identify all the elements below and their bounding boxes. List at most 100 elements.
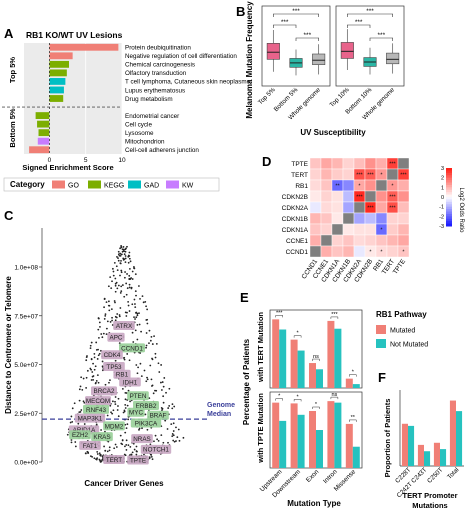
- panel-c-gene-tag: [131, 434, 153, 444]
- panel-a-term-label: Olfactory transduction: [125, 70, 187, 77]
- panel-c-point: [97, 317, 100, 319]
- panel-c-point: [101, 360, 104, 363]
- panel-d-cell: [309, 190, 322, 203]
- panel-c-point: [136, 372, 139, 375]
- panel-c-point: [146, 378, 149, 381]
- panel-a-legend-swatch: [88, 180, 101, 189]
- panel-c-point: [158, 371, 161, 373]
- panel-c-point: [80, 376, 83, 379]
- panel-e-bar-mutated: [345, 423, 353, 468]
- panel-d-colorbar-step: [446, 216, 452, 220]
- panel-d-colorbar-step: [446, 168, 452, 171]
- panel-e-xtick-label: Intron: [322, 468, 339, 485]
- panel-letter-b: B: [236, 4, 245, 19]
- panel-a-bar: [37, 120, 50, 128]
- panel-d-cell: [375, 190, 388, 203]
- panel-c-point: [79, 411, 82, 413]
- panel-c-point: [114, 319, 117, 322]
- panel-e-bar-not-mutated: [334, 402, 342, 468]
- panel-c-point: [105, 327, 108, 330]
- panel-d-colorbar-tick: -2: [439, 214, 444, 220]
- panel-c-point: [117, 250, 120, 253]
- panel-e-bar-not-mutated: [334, 328, 342, 388]
- panel-d-colorbar-step: [446, 187, 452, 191]
- panel-c-point: [149, 339, 152, 342]
- panel-c-ytick-label: 1.0e+08: [14, 265, 38, 272]
- panel-c-gene-tag: [83, 404, 109, 414]
- panel-c-point: [70, 415, 73, 418]
- panel-d-colorbar-label: Log2 Odds Ratio: [458, 187, 464, 233]
- panel-c-point: [172, 434, 175, 437]
- panel-c-point: [135, 445, 138, 448]
- panel-e-sig-bracket: [330, 396, 339, 400]
- panel-c-point: [111, 412, 114, 415]
- panel-c-point: [136, 338, 139, 341]
- panel-d-colorbar-step: [446, 218, 452, 222]
- panel-c-gene-tag: [91, 432, 113, 442]
- panel-d-cell: [397, 179, 410, 192]
- panel-d-colorbar-step: [446, 184, 452, 188]
- panel-c-point: [119, 262, 122, 265]
- panel-a-xtick-label: 5: [84, 157, 88, 164]
- panel-b-sig-label: ***: [355, 19, 363, 26]
- panel-d-cell: [386, 212, 399, 225]
- panel-c-point: [109, 404, 112, 407]
- panel-d-cell: [342, 245, 355, 258]
- panel-d-colorbar-tick: -3: [439, 224, 444, 230]
- panel-c-point: [146, 376, 148, 379]
- panel-c-point: [119, 274, 121, 277]
- panel-e-bar-not-mutated: [316, 369, 323, 388]
- panel-c-point: [150, 454, 153, 456]
- panel-c-point: [156, 438, 159, 441]
- panel-a-term-label: Negative regulation of cell differentiat…: [125, 53, 237, 60]
- panel-c-point: [168, 387, 171, 390]
- panel-d-cell: [353, 223, 366, 236]
- panel-c-point: [114, 443, 117, 446]
- panel-c-point: [79, 385, 82, 388]
- panel-d-colorbar-step: [446, 175, 452, 179]
- panel-c-gene-label: MECOM: [86, 398, 110, 405]
- panel-d-cell-star: ***: [389, 195, 396, 201]
- panel-c-point: [170, 423, 173, 426]
- panel-c-gene-tag: [127, 455, 149, 465]
- panel-c-median-label-2: Median: [207, 411, 231, 418]
- panel-e-sig-label: *: [352, 370, 355, 376]
- panel-c-point: [137, 366, 140, 369]
- panel-c-point: [135, 453, 138, 456]
- panel-c-point: [152, 392, 155, 395]
- panel-f-bar-not-mutated: [456, 411, 463, 466]
- panel-c-point: [105, 301, 108, 303]
- panel-c-point: [171, 433, 174, 435]
- panel-c-gene-tag: [113, 321, 135, 330]
- panel-d-cell: [397, 201, 410, 214]
- panel-c-point: [90, 341, 93, 344]
- panel-c-point: [111, 316, 113, 319]
- panel-c-point: [167, 441, 169, 444]
- panel-d-colorbar-step: [446, 211, 452, 215]
- panel-e-sig-bracket: [293, 399, 302, 402]
- panel-c-point: [116, 409, 119, 411]
- panel-c-point: [114, 284, 117, 287]
- panel-d-colorbar-step: [446, 206, 452, 210]
- panel-c-point: [142, 301, 145, 304]
- panel-d-cell: [342, 212, 355, 225]
- panel-d-cell: [364, 223, 377, 236]
- panel-e-sig-label: *: [297, 331, 300, 337]
- panel-e-sig-bracket: [330, 316, 339, 319]
- panel-c-point: [163, 377, 166, 379]
- panel-e-sig-bracket: [275, 315, 283, 318]
- panel-c-point: [122, 411, 125, 414]
- panel-c-gene-tag: [127, 391, 149, 401]
- panel-a-bar: [49, 60, 70, 68]
- panel-c-gene-tag: [69, 430, 91, 440]
- panel-c-point: [126, 404, 129, 407]
- panel-a-bar: [29, 146, 50, 154]
- panel-c-point: [126, 353, 129, 355]
- panel-c-point: [126, 273, 128, 275]
- panel-a-legend-label: GO: [68, 183, 79, 190]
- panel-f-bar-mutated: [433, 442, 440, 466]
- panel-c-point: [117, 397, 120, 400]
- panel-d-cell: [342, 168, 355, 181]
- panel-c-point: [111, 400, 114, 403]
